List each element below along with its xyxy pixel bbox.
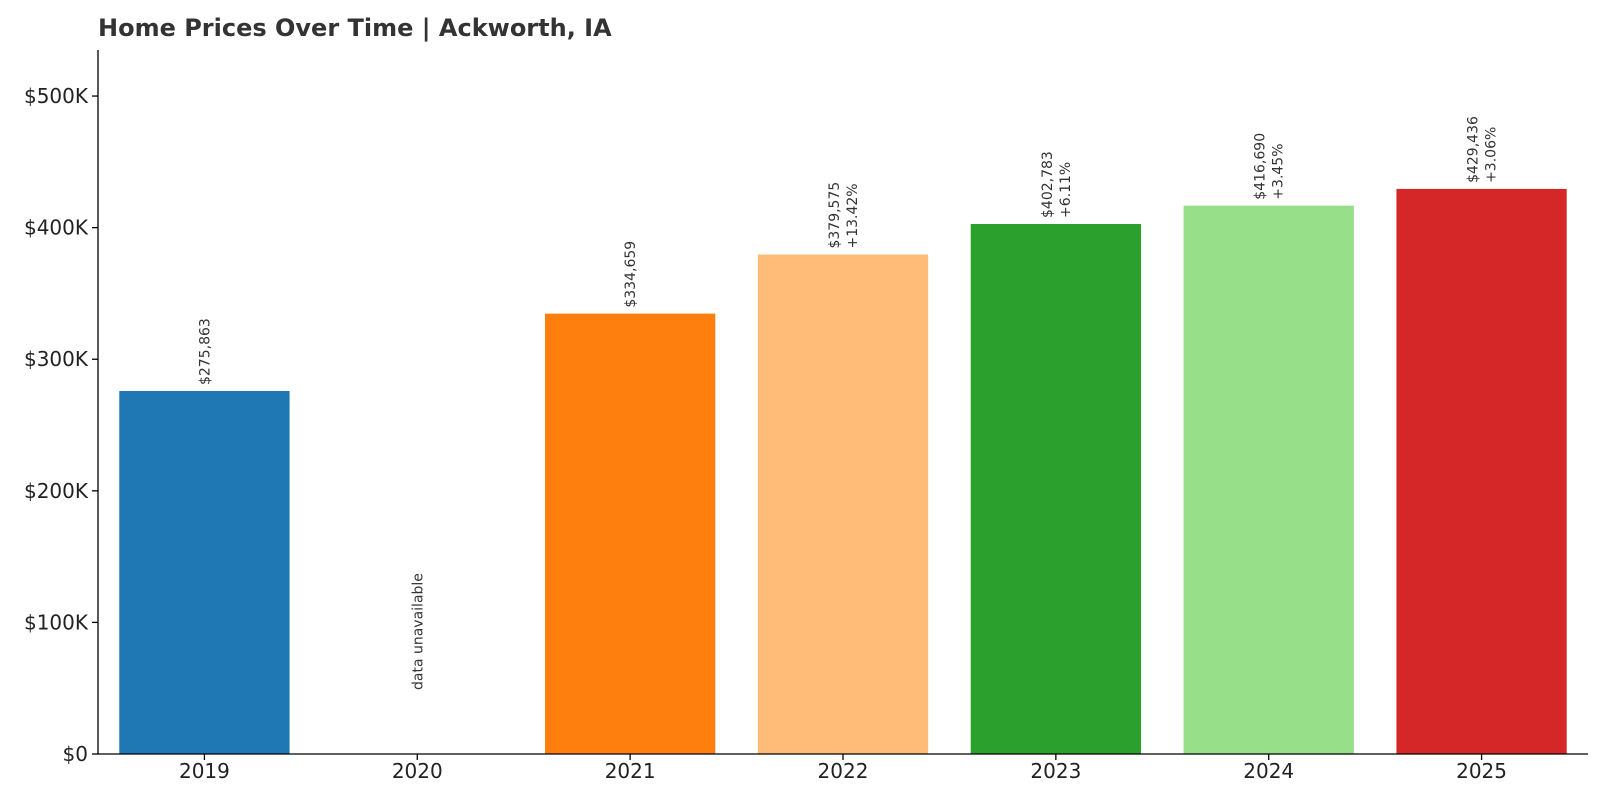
x-tick-label-2020: 2020 — [392, 759, 443, 783]
bar-value-label-2021: $334,659 — [623, 241, 639, 308]
bar-labels-layer: $275,863 data unavailable $334,659 $379,575… — [197, 116, 1499, 690]
bar-2023 — [970, 223, 1141, 755]
bar-value-label-2022: $379,575 — [827, 182, 843, 249]
bar-2025 — [1396, 188, 1567, 754]
x-tick-label-2021: 2021 — [605, 759, 656, 783]
x-tick-label-2023: 2023 — [1030, 759, 1081, 783]
x-tick-label-2019: 2019 — [179, 759, 230, 783]
y-tick-label-5: $500K — [24, 84, 89, 108]
x-tick-label-2022: 2022 — [818, 759, 869, 783]
x-tick-label-2025: 2025 — [1456, 759, 1507, 783]
bar-2021 — [545, 313, 716, 754]
y-tick-label-0: $0 — [63, 742, 88, 766]
y-tick-label-2: $200K — [24, 479, 89, 503]
y-tick-label-3: $300K — [24, 347, 89, 371]
bar-value-label-2023: $402,783 — [1040, 151, 1056, 218]
bar-change-label-2025: +3.06% — [1484, 127, 1500, 183]
y-tick-label-1: $100K — [24, 610, 89, 634]
bar-value-label-2019: $275,863 — [197, 318, 213, 385]
axes-layer: 2019 2020 2021 2022 2023 2024 2025 $0 $100K $200K… — [24, 50, 1588, 783]
chart-title: Home Prices Over Time | Ackworth, IA — [98, 14, 612, 42]
no-data-label-2020: data unavailable — [410, 573, 426, 690]
bar-change-label-2023: +6.11% — [1058, 162, 1074, 218]
bars-layer — [119, 188, 1567, 755]
bar-2019 — [119, 390, 290, 754]
bar-value-label-2025: $429,436 — [1466, 116, 1482, 183]
bar-2022 — [757, 254, 929, 755]
bar-change-label-2024: +3.45% — [1271, 143, 1287, 199]
bar-value-label-2024: $416,690 — [1253, 133, 1269, 200]
x-tick-label-2024: 2024 — [1243, 759, 1294, 783]
bar-2024 — [1183, 205, 1354, 755]
bar-change-label-2022: +13.42% — [845, 183, 861, 248]
y-tick-label-4: $400K — [24, 216, 89, 240]
